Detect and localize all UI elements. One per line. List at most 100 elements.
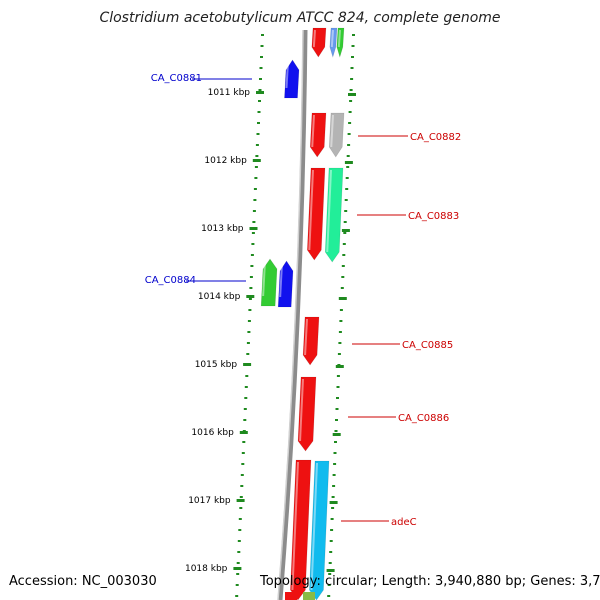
minor-tick bbox=[248, 309, 252, 311]
major-tick bbox=[335, 365, 344, 368]
minor-tick bbox=[341, 265, 345, 267]
gene-arrow-shine bbox=[312, 29, 316, 48]
minor-tick bbox=[258, 100, 261, 102]
minor-tick bbox=[260, 56, 263, 58]
minor-tick bbox=[329, 540, 333, 542]
gene-label: CA_C0884 bbox=[145, 275, 196, 286]
minor-tick bbox=[347, 133, 351, 135]
gene-arrow bbox=[307, 167, 326, 261]
minor-tick bbox=[339, 309, 343, 311]
minor-tick bbox=[261, 34, 264, 36]
minor-tick bbox=[338, 331, 342, 333]
major-tick bbox=[233, 567, 242, 570]
minor-tick bbox=[256, 133, 260, 135]
minor-tick bbox=[240, 474, 244, 476]
gene-arrow bbox=[311, 27, 327, 58]
gene-arrow-shine bbox=[330, 29, 334, 48]
gene-label: CA_C0885 bbox=[402, 340, 453, 351]
gene-arrow bbox=[329, 27, 338, 59]
gene-arrow bbox=[324, 167, 344, 263]
gene-label: adeC bbox=[391, 517, 417, 528]
minor-tick bbox=[246, 353, 250, 355]
minor-tick bbox=[253, 199, 257, 201]
gene-arrow-shine bbox=[326, 169, 332, 253]
gene-arrow-shine bbox=[285, 61, 289, 89]
major-tick bbox=[332, 433, 341, 436]
gene-label: CA_C0882 bbox=[410, 132, 461, 143]
minor-tick bbox=[335, 419, 338, 421]
minor-tick bbox=[334, 441, 337, 443]
gene-arrow bbox=[284, 59, 300, 99]
gene-arrow-shine bbox=[291, 461, 299, 591]
minor-tick bbox=[252, 221, 256, 223]
minor-tick bbox=[333, 452, 337, 454]
minor-tick bbox=[341, 276, 345, 278]
gene-arrow-shine bbox=[310, 462, 318, 591]
minor-tick bbox=[238, 529, 242, 531]
minor-tick bbox=[330, 529, 334, 531]
major-tick bbox=[326, 569, 335, 572]
minor-tick bbox=[250, 254, 254, 256]
minor-tick bbox=[351, 45, 355, 47]
gene-arrow bbox=[290, 459, 312, 600]
major-tick bbox=[338, 297, 347, 300]
minor-tick bbox=[331, 496, 335, 498]
gene-arrow-shine bbox=[308, 169, 314, 251]
minor-tick bbox=[350, 67, 354, 69]
gene-arrow-shine bbox=[299, 378, 304, 442]
minor-tick bbox=[238, 518, 242, 520]
minor-tick bbox=[328, 573, 332, 575]
gene-arrow-shine bbox=[330, 114, 334, 148]
minor-tick bbox=[245, 375, 249, 377]
tick-label: 1011 kbp bbox=[208, 88, 251, 98]
major-tick bbox=[348, 93, 356, 96]
minor-tick bbox=[260, 45, 264, 47]
tick-label: 1016 kbp bbox=[191, 428, 234, 438]
minor-tick bbox=[342, 254, 346, 256]
minor-tick bbox=[257, 111, 261, 113]
minor-tick bbox=[346, 155, 350, 157]
gene-arrow bbox=[297, 376, 317, 452]
minor-tick bbox=[251, 232, 255, 234]
minor-tick bbox=[247, 331, 251, 333]
minor-tick bbox=[351, 56, 354, 58]
tick-label: 1014 kbp bbox=[198, 292, 241, 302]
minor-tick bbox=[259, 78, 262, 80]
gene-label: CA_C0881 bbox=[151, 73, 202, 84]
gene-arrow bbox=[277, 260, 294, 308]
minor-tick bbox=[349, 100, 353, 102]
minor-tick bbox=[241, 463, 245, 465]
minor-tick bbox=[247, 320, 251, 322]
major-tick bbox=[249, 227, 258, 230]
major-tick bbox=[236, 499, 245, 502]
minor-tick bbox=[336, 375, 340, 377]
map-title: Clostridium acetobutylicum ATCC 824, com… bbox=[99, 10, 501, 26]
minor-tick bbox=[352, 34, 355, 36]
minor-tick bbox=[330, 518, 334, 520]
minor-tick bbox=[348, 122, 352, 124]
minor-tick bbox=[243, 408, 247, 410]
minor-tick bbox=[345, 177, 349, 179]
tick-label: 1015 kbp bbox=[195, 360, 238, 370]
minor-tick bbox=[251, 243, 255, 245]
genome-summary-text: Topology: circular; Length: 3,940,880 bp… bbox=[260, 574, 600, 589]
minor-tick bbox=[237, 551, 241, 553]
minor-tick bbox=[347, 144, 351, 146]
minor-tick bbox=[342, 243, 346, 245]
gene-arrow-shine bbox=[304, 318, 308, 356]
minor-tick bbox=[258, 89, 262, 91]
gene-arrow bbox=[328, 112, 345, 158]
minor-tick bbox=[339, 320, 343, 322]
minor-tick bbox=[242, 441, 246, 443]
major-tick bbox=[341, 229, 350, 232]
gene-arrow bbox=[309, 112, 327, 158]
minor-tick bbox=[248, 298, 252, 300]
major-tick bbox=[243, 363, 252, 366]
minor-tick bbox=[336, 397, 339, 399]
major-tick bbox=[252, 159, 261, 162]
minor-tick bbox=[343, 221, 347, 223]
minor-tick bbox=[255, 155, 259, 157]
minor-tick bbox=[252, 210, 256, 212]
minor-tick bbox=[236, 562, 240, 564]
